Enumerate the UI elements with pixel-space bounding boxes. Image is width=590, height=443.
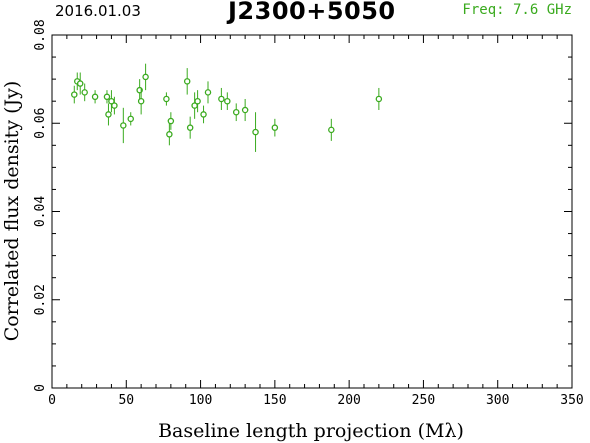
y-tick-label: 0.08 [33,19,48,50]
x-tick-label: 200 [337,393,360,408]
point-marker [328,126,335,134]
point-marker [91,93,99,101]
data-point [200,105,207,124]
point-marker [271,124,279,131]
point-marker [166,131,173,138]
data-point [103,90,111,104]
observation-date: 2016.01.03 [55,2,141,20]
point-marker [241,106,249,114]
data-point [91,90,99,104]
data-point [111,96,118,115]
data-points [71,63,383,152]
x-tick-label: 150 [263,393,286,408]
data-point [166,123,173,146]
data-point [183,68,191,95]
data-point [167,112,175,130]
point-marker [194,97,201,105]
y-tick-label: 0.02 [33,284,48,315]
point-marker [200,111,207,118]
data-point [81,83,88,102]
data-point [375,87,383,111]
point-marker [204,89,212,96]
point-marker [142,73,149,81]
y-tick-label: 0.06 [33,108,48,139]
x-tick-label: 0 [48,393,56,408]
data-point [218,87,225,111]
point-marker [76,80,84,87]
point-marker [218,95,225,103]
point-marker [105,111,112,118]
data-point [127,112,134,126]
x-tick-label: 100 [189,393,212,408]
y-axis-title: Correlated flux density (Jy) [1,81,23,342]
point-marker [137,97,145,105]
point-marker [127,115,134,123]
data-point [204,81,212,104]
point-marker [81,89,88,96]
data-point [76,72,84,95]
data-point [105,103,112,126]
data-point [194,90,201,113]
data-point [163,92,170,106]
point-marker [224,97,231,105]
point-marker [71,91,78,98]
y-tick-label: 0 [33,384,48,392]
data-point [137,87,145,115]
point-marker [183,78,191,85]
point-marker [375,95,383,103]
data-point [120,107,127,144]
point-marker [186,124,194,131]
data-point [191,92,198,119]
data-point [224,92,231,111]
plot-frame: 0 50 100 150 200 250 300 350 0 0.02 0.04 0.06 0.08 [33,19,584,408]
data-point [71,85,78,104]
frequency-label: Freq: 7.6 GHz [462,2,572,18]
point-marker [252,128,259,136]
x-tick-label: 300 [486,393,509,408]
x-axis-title: Baseline length projection (Mλ) [158,420,464,442]
x-tick-label: 250 [412,393,435,408]
x-tick-label: 350 [560,393,583,408]
data-point [252,112,259,152]
chart-title: J2300+5050 [228,0,396,25]
point-marker [167,117,175,125]
point-marker [103,93,111,101]
point-marker [111,102,118,109]
data-point [186,116,194,139]
data-point [108,90,115,113]
data-point [232,103,240,122]
point-marker [232,108,240,116]
plot-border [51,34,573,389]
point-marker [163,95,170,103]
y-tick-label: 0.04 [33,196,48,227]
data-point [142,63,149,91]
x-tick-label: 50 [118,393,134,408]
data-point [328,118,335,141]
data-point [241,98,249,122]
data-point [271,118,279,137]
point-marker [120,122,127,129]
